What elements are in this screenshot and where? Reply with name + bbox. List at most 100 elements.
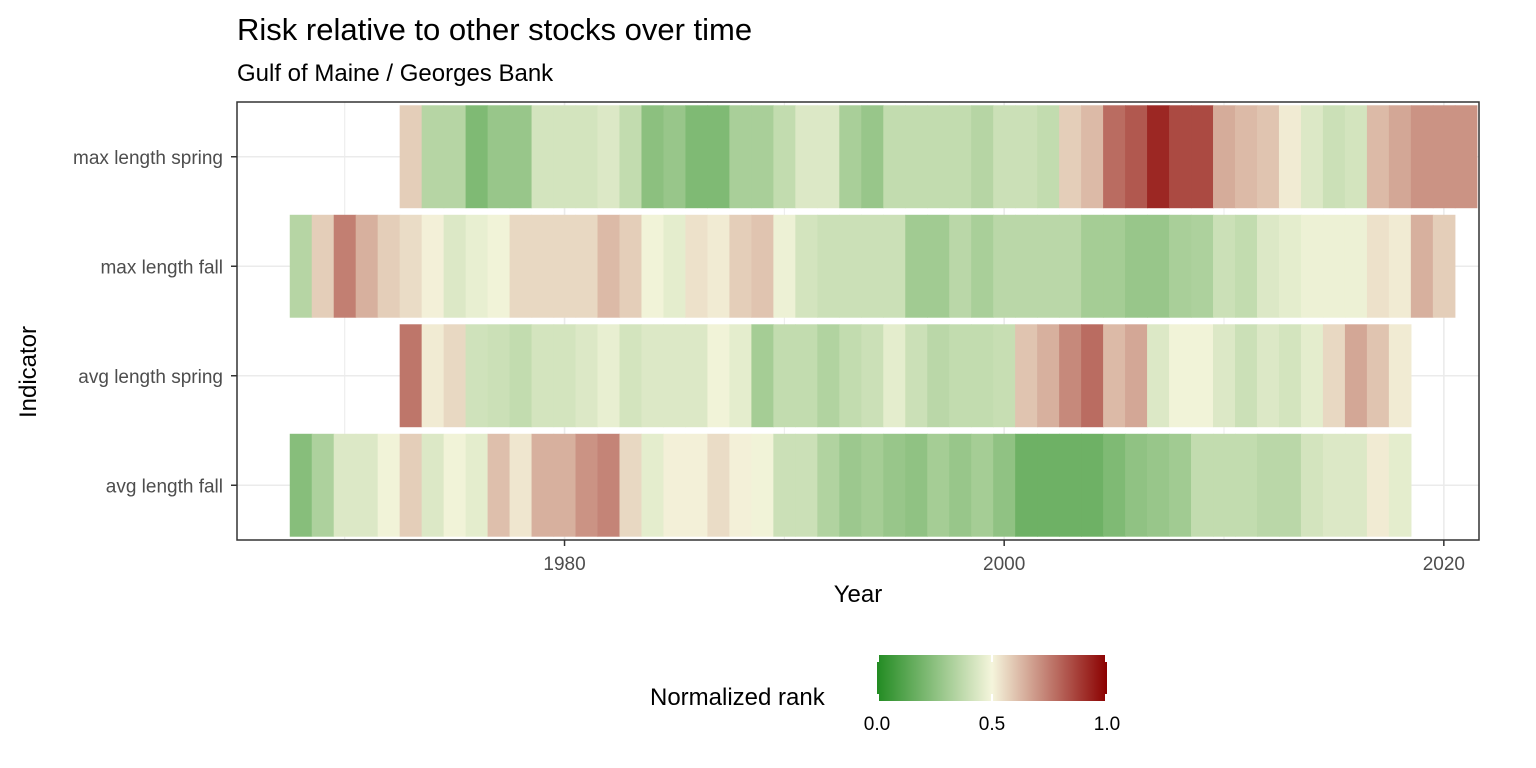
y-axis-ticks: max length spring max length fall avg leng… (73, 148, 237, 497)
heatmap-tile (839, 214, 862, 318)
heatmap-tile (773, 105, 796, 209)
legend-tick-top-1 (991, 655, 993, 662)
heatmap-tile (1410, 214, 1434, 318)
heatmap-tile (1278, 105, 1302, 209)
y-axis-title: Indicator (14, 322, 44, 422)
heatmap-tile (553, 105, 577, 209)
heatmap-tile (641, 433, 665, 537)
heatmap-tile (1015, 433, 1038, 537)
heatmap-tile (597, 105, 621, 209)
heatmap-tile (949, 214, 972, 318)
legend-label-low: 0.0 (863, 714, 891, 735)
heatmap-tile (1344, 214, 1368, 318)
heatmap-tile (1191, 433, 1214, 537)
heatmap-tile (487, 214, 511, 318)
heatmap-tile (465, 324, 489, 428)
heatmap-tile (1322, 433, 1346, 537)
heatmap-tile (1081, 324, 1104, 428)
heatmap-tile (311, 214, 335, 318)
heatmap-tile (1410, 105, 1434, 209)
heatmap-tile (597, 214, 621, 318)
legend-label-mid: 0.5 (978, 714, 1006, 735)
heatmap-tile (1454, 105, 1478, 209)
heatmap-tile (707, 105, 731, 209)
heatmap-tile (531, 105, 555, 209)
heatmap-tile (465, 214, 489, 318)
heatmap-tile (1300, 433, 1324, 537)
heatmap-tile (509, 433, 533, 537)
heatmap-tile (817, 105, 840, 209)
heatmap-tile (1278, 214, 1302, 318)
heatmap-tile (1366, 433, 1390, 537)
heatmap-tile (1059, 433, 1082, 537)
heatmap-tile (1278, 324, 1302, 428)
heatmap-tile (355, 214, 379, 318)
heatmap-tile (1169, 214, 1192, 318)
heatmap-tile (1147, 324, 1170, 428)
x-tick-label: 2020 (1423, 554, 1465, 575)
heatmap-tile (729, 324, 752, 428)
heatmap-tile (883, 105, 906, 209)
heatmap-tile (883, 214, 906, 318)
heatmap-tile (1081, 105, 1104, 209)
heatmap-tile (443, 105, 467, 209)
heatmap-tile (355, 433, 379, 537)
heatmap-tile (1169, 324, 1192, 428)
heatmap-tile (1059, 105, 1082, 209)
heatmap-tile (1125, 105, 1148, 209)
heatmap-tile (1388, 324, 1412, 428)
heatmap-tile (1278, 433, 1302, 537)
panel-border (236, 101, 1480, 541)
x-tick-label: 2000 (983, 554, 1025, 575)
heatmap-tile (817, 433, 840, 537)
heatmap-tile (1432, 214, 1456, 318)
heatmap-tile (333, 433, 357, 537)
heatmap-tile (575, 214, 599, 318)
heatmap-tile (993, 433, 1016, 537)
heatmap-tile (1037, 105, 1060, 209)
heatmap-tile (641, 105, 665, 209)
heatmap-tile (619, 433, 643, 537)
heatmap-tile (1344, 433, 1368, 537)
heatmap-tile (905, 324, 928, 428)
legend-tick-bottom-2 (1105, 694, 1107, 701)
heatmap-tile (685, 105, 709, 209)
heatmap-tile (1103, 433, 1126, 537)
heatmap-tile (729, 214, 752, 318)
heatmap-tile (399, 324, 423, 428)
heatmap-tile (509, 105, 533, 209)
heatmap-tile (905, 105, 928, 209)
heatmap-tile (531, 433, 555, 537)
heatmap-tile (443, 433, 467, 537)
heatmap-tile (707, 324, 731, 428)
heatmap-tile (685, 324, 709, 428)
heatmap-tile (1322, 105, 1346, 209)
heatmap-tile (1015, 324, 1038, 428)
heatmap-tile (1213, 105, 1236, 209)
heatmap-tile (377, 433, 401, 537)
heatmap-tile (421, 105, 445, 209)
heatmap-tile (1103, 214, 1126, 318)
heatmap-tile (465, 433, 489, 537)
heatmap-tiles (289, 105, 1478, 537)
heatmap-tile (1037, 324, 1060, 428)
x-axis-title: Year (0, 581, 1536, 609)
heatmap-tile (795, 324, 818, 428)
heatmap-tile (509, 324, 533, 428)
heatmap-tile (1344, 105, 1368, 209)
heatmap-tile (949, 105, 972, 209)
heatmap-tile (1256, 324, 1280, 428)
heatmap-tile (685, 433, 709, 537)
heatmap-tile (861, 214, 884, 318)
heatmap-tile (927, 105, 950, 209)
heatmap-tile (443, 324, 467, 428)
heatmap-tile (993, 105, 1016, 209)
heatmap-tile (1169, 433, 1192, 537)
heatmap-tile (1147, 433, 1170, 537)
heatmap-tile (751, 105, 774, 209)
heatmap-tile (949, 433, 972, 537)
heatmap-tile (773, 433, 796, 537)
heatmap-tile (927, 324, 950, 428)
y-tick-label: avg length fall (106, 476, 223, 497)
